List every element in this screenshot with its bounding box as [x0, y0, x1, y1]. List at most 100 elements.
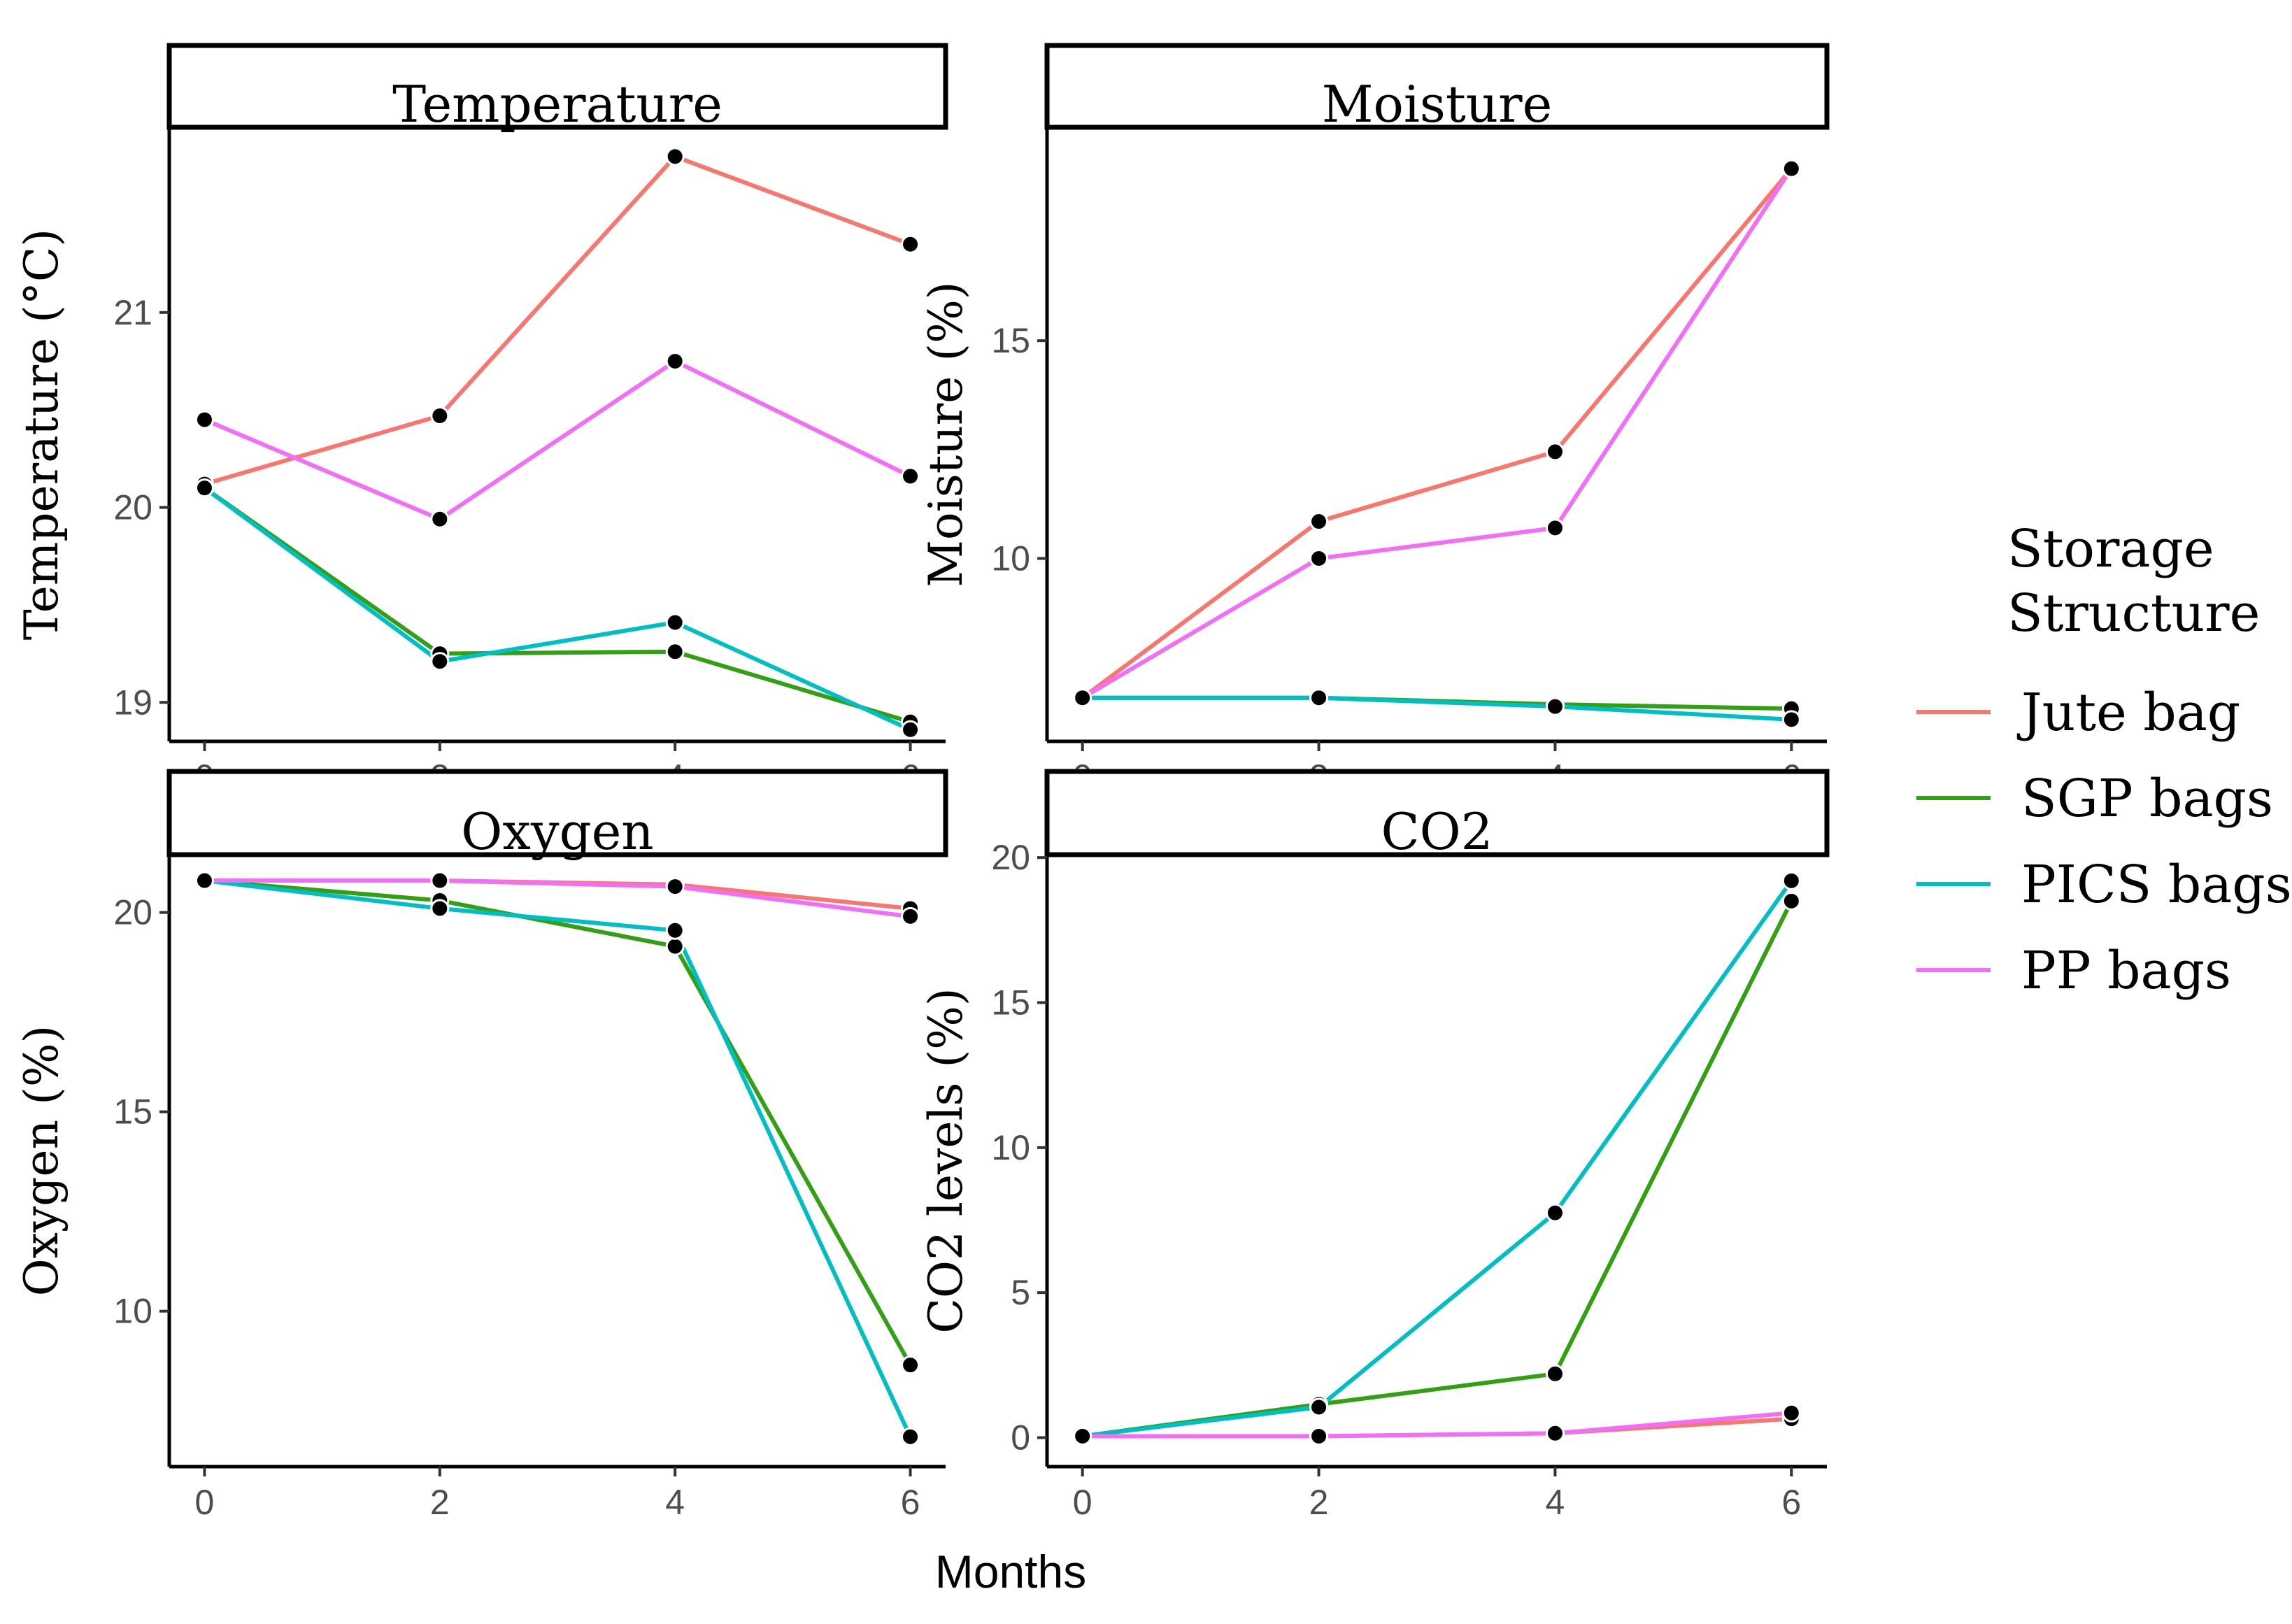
strip-co2 [1044, 769, 1830, 857]
strip-label-temperature: Temperature [392, 75, 723, 134]
data-point-pics-bags [1545, 697, 1565, 716]
panel-oxygen: Oxygen 10 15 20 0 2 4 6 Oxygen (%) [15, 769, 948, 1522]
series-line-pics-bags [1082, 695, 1792, 722]
data-point-pics-bags [194, 478, 214, 498]
y-tick-label: 19 [113, 683, 152, 722]
y-axis-label-co2: CO2 levels (%) [919, 988, 973, 1333]
data-point-pp-bags [1309, 548, 1329, 568]
data-point-sgp-bags [901, 1355, 920, 1375]
y-axis-label-temperature: Temperature (°C) [15, 229, 69, 640]
y-tick-label: 0 [1011, 1418, 1030, 1458]
data-point-pics-bags [430, 899, 450, 918]
legend-title-line-1: Storage [2007, 519, 2214, 579]
series-line-pics-bags [1082, 879, 1793, 1439]
data-point-pics-bags [901, 720, 920, 739]
series-line-pics-bags [203, 486, 911, 732]
y-tick-label: 15 [991, 983, 1030, 1022]
legend-label-jute-bag: Jute bag [2016, 683, 2240, 743]
series-lines-oxygen [204, 878, 913, 1438]
data-point-pics-bags [1309, 688, 1329, 708]
x-tick-label: 4 [1546, 1483, 1565, 1522]
y-tick-label: 15 [113, 1092, 152, 1132]
series-lines-temperature [203, 154, 911, 732]
panels-layer: Temperature1920210246Temperature (°C)Moi… [15, 43, 1830, 1522]
data-point-pics-bags [665, 613, 685, 632]
data-point-pics-bags [1781, 710, 1801, 729]
data-point-pp-bags [1073, 688, 1092, 708]
data-point-pics-bags [430, 652, 450, 671]
data-point-pp-bags [901, 466, 920, 486]
series-line-pp-bags [1082, 1411, 1792, 1439]
y-tick-label: 10 [991, 1128, 1030, 1167]
legend: Storage Structure Jute bag SGP bags PICS … [1916, 519, 2292, 1001]
data-point-pp-bags [194, 871, 214, 890]
data-point-sgp-bags [665, 642, 685, 662]
x-tick-label: 2 [430, 1483, 450, 1522]
panel-moisture: Moisture10150246Moisture (%) [919, 43, 1830, 797]
y-tick-label: 20 [991, 838, 1030, 877]
series-line-pp-bags [1081, 167, 1793, 700]
data-point-pp-bags [1545, 518, 1565, 538]
data-point-sgp-bags [1781, 891, 1801, 911]
data-point-jute-bag [665, 147, 685, 166]
x-tick-label: 2 [1309, 1483, 1329, 1522]
y-tick-label: 5 [1011, 1273, 1030, 1312]
strip-oxygen [166, 769, 948, 857]
strip-label-moisture: Moisture [1322, 75, 1552, 134]
y-tick-label: 15 [991, 321, 1030, 360]
data-point-pp-bags [430, 509, 450, 529]
series-line-pics-bags [204, 878, 913, 1438]
data-point-jute-bag [1309, 512, 1329, 532]
series-line-sgp-bags [204, 878, 913, 1367]
x-tick-label: 6 [901, 1483, 920, 1522]
data-points-temperature [194, 147, 920, 739]
strip-moisture [1044, 43, 1830, 130]
data-point-pics-bags [901, 1427, 920, 1446]
series-line-pp-bags [204, 359, 911, 522]
x-tick-label: 6 [1781, 1483, 1801, 1522]
series-line-pp-bags [204, 878, 911, 919]
data-point-pp-bags [1073, 1426, 1092, 1446]
data-points-co2 [1073, 871, 1801, 1446]
x-tick-label: 0 [1073, 1483, 1092, 1522]
data-point-pp-bags [665, 877, 685, 897]
series-line-sgp-bags [203, 486, 911, 725]
strip-temperature [166, 43, 948, 130]
y-tick-label: 20 [113, 488, 152, 527]
panel-temperature: Temperature1920210246Temperature (°C) [15, 43, 948, 797]
data-point-pp-bags [1309, 1426, 1329, 1446]
data-point-sgp-bags [1545, 1364, 1565, 1383]
data-point-pp-bags [1781, 1403, 1801, 1423]
data-point-pp-bags [430, 871, 450, 890]
data-point-sgp-bags [665, 936, 685, 956]
data-point-pp-bags [194, 410, 214, 429]
data-point-jute-bag [901, 234, 920, 254]
x-tick-label: 4 [665, 1483, 685, 1522]
data-point-pics-bags [1309, 1397, 1329, 1417]
data-points-oxygen [194, 871, 920, 1446]
legend-title-line-2: Structure [2007, 583, 2260, 643]
legend-label-pics-bags: PICS bags [2021, 855, 2292, 915]
x-tick-label: 0 [195, 1483, 215, 1522]
data-point-jute-bag [430, 406, 450, 426]
data-point-jute-bag [1545, 442, 1565, 462]
legend-label-pp-bags: PP bags [2021, 941, 2231, 1001]
series-line-jute-bag [1081, 167, 1793, 700]
data-point-pp-bags [901, 906, 920, 926]
data-point-pp-bags [665, 351, 685, 371]
y-axis-label-moisture: Moisture (%) [919, 281, 973, 587]
data-point-pp-bags [1545, 1423, 1565, 1443]
data-points-moisture [1073, 159, 1801, 729]
strip-label-oxygen: Oxygen [461, 802, 653, 861]
data-point-pics-bags [1545, 1203, 1565, 1223]
legend-keys: Jute bag SGP bags PICS bags PP bags [1916, 683, 2292, 1001]
data-point-pics-bags [1781, 871, 1801, 890]
y-tick-label: 10 [113, 1292, 152, 1331]
series-line-jute-bag [204, 154, 911, 486]
y-tick-label: 21 [113, 293, 152, 332]
panel-co2: CO2 0 5 10 15 20 0 2 4 6 CO2 levels (%) [919, 769, 1830, 1522]
y-tick-label: 20 [113, 893, 152, 932]
y-tick-label: 10 [991, 539, 1030, 578]
x-axis-label: Months [935, 1546, 1086, 1597]
data-point-pp-bags [1781, 159, 1801, 178]
